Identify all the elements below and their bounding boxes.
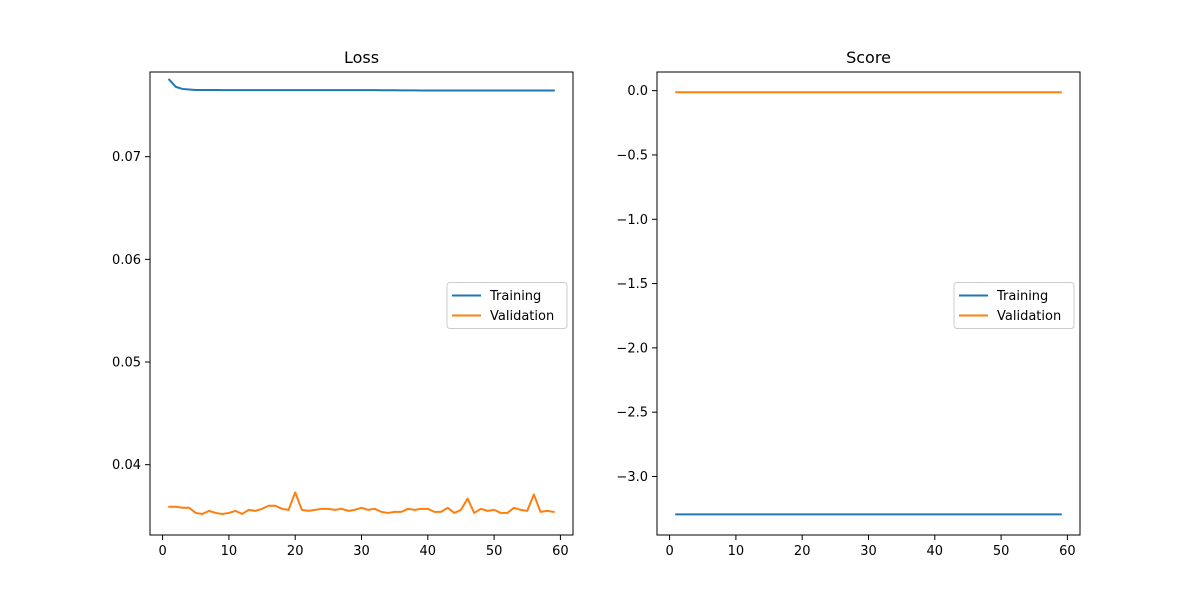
score-y-tick-label: 0.0 (627, 84, 648, 99)
score-legend-label-validation: Validation (997, 309, 1061, 324)
score-legend-label-training: Training (996, 289, 1048, 304)
score-x-tick-label: 0 (665, 544, 673, 559)
score-x-tick-label: 10 (728, 544, 745, 559)
loss-panel: Loss 0 10 20 30 40 50 60 0.04 0.05 0.06 0.07 Trainin… (112, 48, 574, 559)
score-panel: Score 0 10 20 30 40 50 60 0.0 −0.5 −1.0 −1.5 −2.0 −2.… (616, 48, 1081, 559)
score-x-tick-label: 20 (794, 544, 811, 559)
score-x-tick-label: 50 (993, 544, 1010, 559)
score-x-tick-label: 40 (927, 544, 944, 559)
loss-x-tick-label: 10 (221, 544, 238, 559)
loss-y-tick-label: 0.04 (112, 458, 141, 473)
loss-series-line-training (167, 78, 555, 92)
loss-x-tick-label: 40 (420, 544, 437, 559)
loss-series-line-validation (168, 491, 555, 515)
score-title: Score (846, 48, 891, 67)
loss-title: Loss (344, 48, 379, 67)
score-x-tick-label: 60 (1059, 544, 1076, 559)
loss-x-tick-label: 30 (353, 544, 370, 559)
loss-x-tick-label: 0 (158, 544, 166, 559)
loss-legend-label-validation: Validation (490, 309, 554, 324)
score-y-tick-label: −1.0 (616, 213, 648, 228)
loss-y-tick-label: 0.05 (112, 356, 141, 371)
score-y-tick-label: −2.5 (616, 406, 648, 421)
loss-y-tick-label: 0.07 (112, 150, 141, 165)
loss-x-tick-label: 50 (486, 544, 503, 559)
score-legend-box (953, 282, 1075, 329)
score-y-tick-label: −0.5 (616, 148, 648, 163)
score-x-tick-label: 30 (860, 544, 877, 559)
loss-x-tick-label: 60 (552, 544, 569, 559)
score-y-tick-label: −3.0 (616, 470, 648, 485)
loss-legend-label-training: Training (489, 289, 541, 304)
loss-y-tick-label: 0.06 (112, 253, 141, 268)
loss-x-tick-label: 20 (287, 544, 304, 559)
loss-legend-box (446, 282, 568, 329)
score-y-tick-label: −1.5 (616, 277, 648, 292)
score-y-tick-label: −2.0 (616, 341, 648, 356)
